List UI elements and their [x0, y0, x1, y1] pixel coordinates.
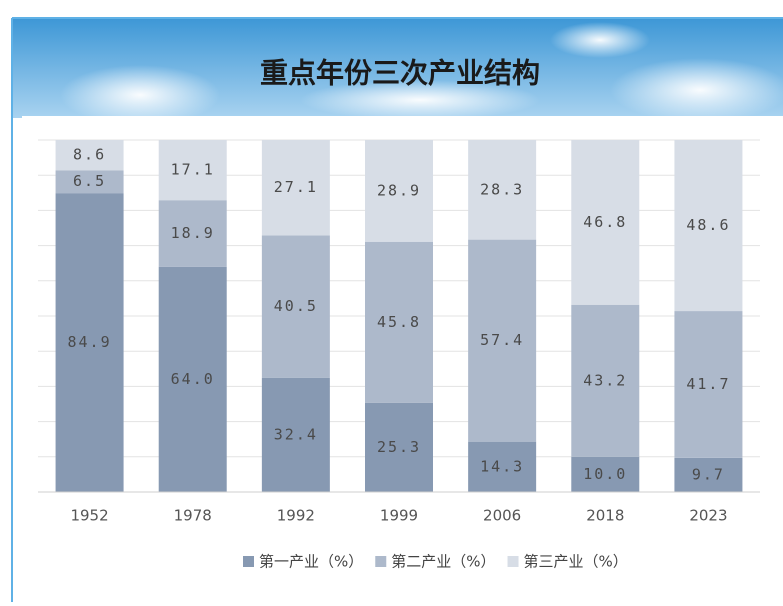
value-label: 28.3: [480, 180, 524, 198]
value-label: 46.8: [583, 213, 627, 231]
value-label: 43.2: [583, 371, 627, 389]
value-label: 27.1: [274, 178, 318, 196]
legend-label: 第二产业（%）: [391, 553, 495, 571]
x-tick-label: 1992: [277, 507, 315, 525]
value-label: 18.9: [171, 224, 215, 242]
value-label: 32.4: [274, 425, 318, 443]
value-label: 64.0: [171, 370, 215, 388]
x-tick-label: 2018: [586, 507, 624, 525]
x-tick-label: 1978: [174, 507, 212, 525]
value-label: 14.3: [480, 457, 524, 475]
value-label: 57.4: [480, 331, 524, 349]
legend-swatch: [508, 556, 519, 567]
value-label: 10.0: [583, 465, 627, 483]
chart-title: 重点年份三次产业结构: [260, 57, 540, 90]
chart: 重点年份三次产业结构 84.9 6.5 8.6 1952 64.0 18.9 17.1 197…: [0, 0, 783, 602]
value-label: 48.6: [686, 216, 730, 234]
x-tick-label: 1999: [380, 507, 418, 525]
value-label: 40.5: [274, 297, 318, 315]
x-tick-label: 1952: [70, 507, 108, 525]
value-label: 45.8: [377, 313, 421, 331]
legend-label: 第三产业（%）: [524, 553, 628, 571]
legend-swatch: [243, 556, 254, 567]
legend-label: 第一产业（%）: [259, 553, 363, 571]
value-label: 41.7: [686, 375, 730, 393]
x-tick-label: 2006: [483, 507, 521, 525]
cloud: [610, 58, 783, 122]
value-label: 17.1: [171, 161, 215, 179]
value-label: 84.9: [68, 333, 112, 351]
value-label: 25.3: [377, 438, 421, 456]
value-label: 28.9: [377, 181, 421, 199]
value-label: 8.6: [73, 146, 106, 164]
cloud: [550, 22, 650, 58]
legend-swatch: [375, 556, 386, 567]
value-label: 6.5: [73, 172, 106, 190]
value-label: 9.7: [692, 465, 725, 483]
x-tick-label: 2023: [689, 507, 727, 525]
